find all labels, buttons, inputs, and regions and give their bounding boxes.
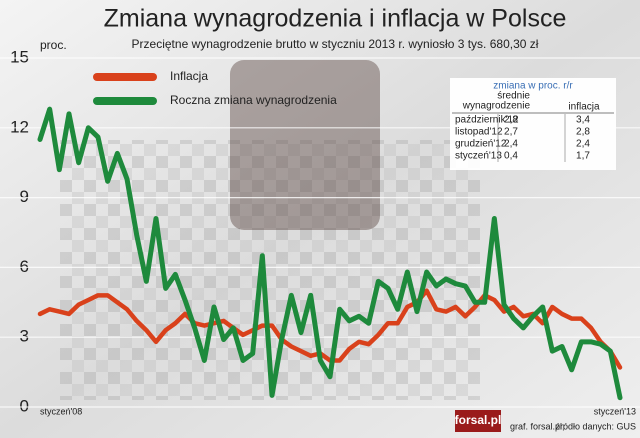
table-cell: 3,4: [576, 115, 590, 126]
logo-box: [455, 410, 501, 432]
background-photo: [230, 60, 380, 230]
source: źródło danych: GUS: [555, 421, 636, 431]
table-cell: październik'12: [455, 115, 519, 126]
y-tick-label: 15: [10, 47, 29, 66]
table-cell: 0,4: [504, 151, 518, 162]
table-title: zmiana w proc. r/r: [493, 81, 573, 92]
legend-label: Roczna zmiana wynagrodzenia: [170, 93, 337, 107]
table-cell: listopad'12: [455, 127, 503, 138]
logo: forsal.pl: [455, 413, 502, 427]
y-axis-label: proc.: [40, 38, 67, 52]
table-cell: 2,8: [576, 127, 590, 138]
table-cell: 2,4: [504, 139, 518, 150]
x-tick-label: styczeń'08: [40, 406, 82, 416]
table-cell: 2,4: [576, 139, 590, 150]
y-tick-label: 0: [20, 396, 29, 415]
chart-subtitle: Przeciętne wynagrodzenie brutto w styczn…: [132, 37, 539, 51]
table-header: wynagrodzenie: [462, 101, 531, 112]
credit: graf. forsal.pl;: [510, 421, 565, 431]
x-tick-label: styczeń'13: [594, 406, 636, 416]
y-tick-label: 3: [20, 327, 29, 346]
table-header: inflacja: [568, 102, 600, 113]
y-tick-label: 9: [20, 187, 29, 206]
table-cell: 1,7: [576, 151, 590, 162]
y-tick-label: 12: [10, 117, 29, 136]
y-tick-label: 6: [20, 257, 29, 276]
series-line: [37, 106, 623, 401]
table-cell: 2,8: [504, 115, 518, 126]
table-cell: grudzień'12: [455, 139, 507, 150]
table-cell: 2,7: [504, 127, 518, 138]
inset-table-box: [450, 78, 616, 170]
table-header: średnie: [497, 91, 530, 102]
chart-title: Zmiana wynagrodzenia i inflacja w Polsce: [104, 5, 567, 33]
table-cell: styczeń'13: [455, 151, 502, 162]
legend-label: Inflacja: [170, 69, 208, 83]
